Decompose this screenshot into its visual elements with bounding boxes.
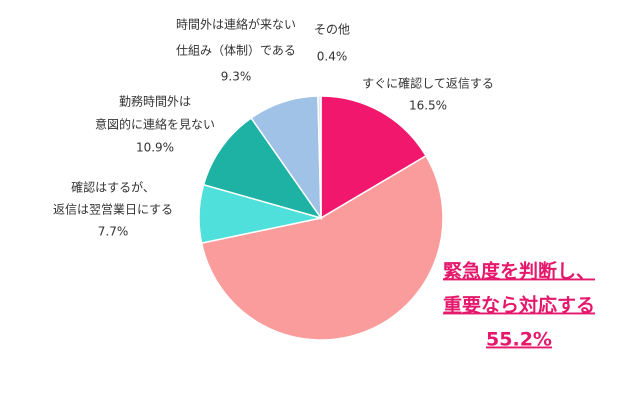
slice-label: 緊急度を判断し、 bbox=[443, 260, 595, 283]
pie-slice bbox=[317, 95, 322, 219]
value-label: 10.9% bbox=[136, 141, 174, 155]
slice-label: 勤務時間外は bbox=[119, 95, 191, 109]
slice-label: 重要なら対応する bbox=[443, 294, 595, 317]
value-label: 16.5% bbox=[409, 99, 447, 113]
value-label: 9.3% bbox=[221, 70, 252, 84]
slice-label: 確認はするが、 bbox=[71, 180, 155, 195]
slice-label: 仕組み（体制）である bbox=[176, 44, 296, 58]
value-label: 7.7% bbox=[98, 225, 129, 239]
value-label: 0.4% bbox=[317, 50, 348, 64]
slice-label: その他 bbox=[314, 23, 350, 37]
slice-label: すぐに確認して返信する bbox=[362, 76, 494, 91]
pie-slice bbox=[200, 154, 444, 341]
slice-label: 意図的に連絡を見ない bbox=[95, 117, 215, 132]
slice-label: 返信は翌営業日にする bbox=[53, 203, 173, 217]
pie-slice bbox=[320, 95, 428, 220]
pie-slice bbox=[202, 116, 323, 220]
value-label: 55.2% bbox=[486, 329, 552, 351]
slice-label: 時間外は連絡が来ない bbox=[176, 17, 296, 32]
